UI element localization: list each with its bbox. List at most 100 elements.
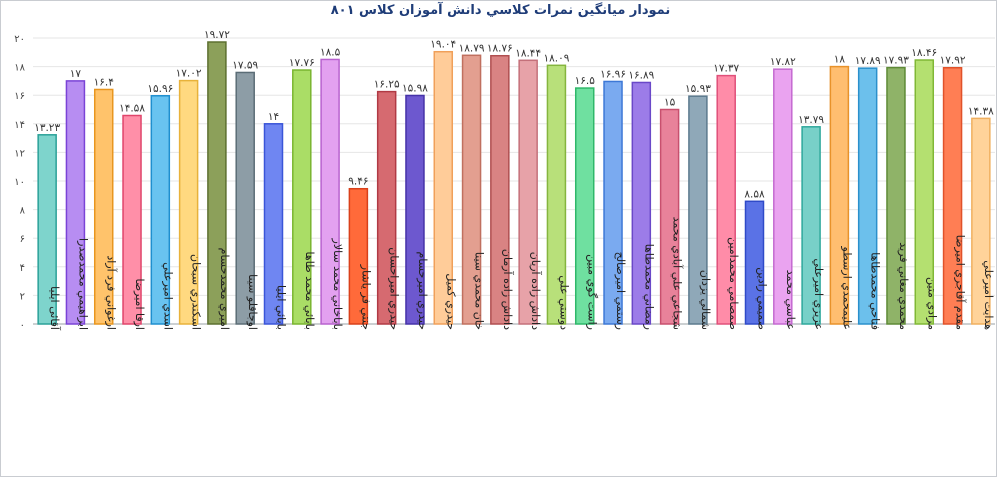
value-label: ۱۸.۵: [320, 46, 341, 58]
bar[interactable]: [207, 41, 227, 325]
value-label: ۱۶.۴: [94, 76, 114, 88]
bar[interactable]: [122, 114, 142, 325]
bar[interactable]: [150, 95, 171, 325]
value-label: ۱۹.۷۲: [204, 29, 230, 41]
y-tick-label: ۶: [20, 234, 25, 245]
category-label: اسکندري سبحان: [190, 254, 203, 330]
bar[interactable]: [348, 187, 369, 325]
bar[interactable]: [320, 58, 340, 325]
category-label: خان محمدي سینا: [473, 252, 486, 330]
bar[interactable]: [942, 66, 963, 325]
value-label: ۱۶.۲۵: [374, 79, 400, 91]
category-label: ابراهیمي محمدصدرا: [76, 238, 89, 330]
value-label: ۱۸.۷۶: [487, 43, 513, 55]
y-tick-label: ۸: [20, 206, 26, 217]
bar[interactable]: [433, 50, 454, 325]
bar[interactable]: [65, 80, 86, 325]
bar[interactable]: [518, 59, 538, 325]
bar[interactable]: [546, 64, 567, 325]
bar[interactable]: [886, 66, 906, 325]
y-axis: ۰ ۲ ۴ ۶ ۸ ۱۰ ۱۲ ۱۴ ۱۶ ۱۸ ۲۰: [14, 34, 25, 331]
category-label: مرادي متین: [925, 277, 938, 330]
bar[interactable]: [659, 108, 680, 325]
bar[interactable]: [971, 117, 991, 325]
value-label: ۱۵.۹۶: [147, 83, 173, 95]
bar[interactable]: [716, 74, 736, 325]
bar[interactable]: [574, 87, 595, 325]
value-label: ۱۸.۷۹: [459, 42, 485, 54]
category-label: جنتي فر یاشار: [359, 264, 372, 330]
y-tick-label: ۱۶: [14, 91, 25, 102]
value-label: ۱۳.۲۳: [34, 122, 60, 134]
bar[interactable]: [178, 79, 199, 325]
bar[interactable]: [93, 88, 114, 325]
category-label: راست گوي مبین: [586, 254, 599, 330]
value-label: ۱۳.۷۹: [798, 114, 824, 126]
category-label: حیدري کمیل: [444, 273, 457, 330]
bar[interactable]: [631, 81, 652, 325]
category-label: صمصامي محمدامین: [727, 237, 740, 330]
category-label: عزیزي امیرعلي: [812, 258, 825, 330]
bars: [37, 41, 991, 325]
category-labels: آقائی ایلیا ابراهیمي محمدصدرا ارغواني فرد …: [48, 217, 995, 331]
category-label: حیدري امیراحسان: [388, 247, 401, 330]
category-label: شجاعي علي آبادي محمد: [671, 217, 685, 330]
value-label: ۱۵: [664, 97, 676, 109]
category-label: ارغواني فرد آراد: [105, 255, 119, 330]
category-label: دوستي علي: [557, 275, 570, 330]
category-label: باباخاني محمد سالار: [331, 238, 344, 330]
bar[interactable]: [292, 69, 312, 325]
y-tick-label: ۰: [20, 320, 25, 331]
value-label: ۱۴.۳۸: [968, 105, 994, 117]
value-label: ۱۷.۹۲: [940, 55, 966, 67]
value-label: ۱۴.۵۸: [119, 103, 145, 115]
category-label: علیمحمدي ارسطو: [840, 245, 853, 330]
category-label: آقائی ایلیا: [48, 286, 62, 331]
category-label: هدایت امیرعلي: [982, 260, 995, 330]
bar[interactable]: [461, 54, 482, 325]
bar[interactable]: [829, 65, 850, 325]
value-label: ۱۷.۸۲: [770, 56, 796, 68]
category-label: ارقا امیرضا: [133, 278, 146, 330]
category-label: بابائي محمد طاها: [303, 252, 316, 330]
category-label: فتاحي محمدطاها: [869, 252, 882, 330]
bar[interactable]: [235, 71, 255, 325]
bar[interactable]: [490, 54, 510, 325]
bar[interactable]: [263, 123, 284, 325]
value-label: ۱۶.۹۶: [600, 68, 626, 80]
value-label: ۸.۵۸: [744, 188, 765, 200]
bar[interactable]: [801, 126, 821, 325]
value-label: ۱۸.۴۶: [911, 47, 937, 59]
category-label: رمضاني محمدطاها: [642, 244, 655, 330]
value-label: ۱۷.۰۲: [176, 68, 202, 80]
category-label: صمیمي رادین: [756, 267, 769, 330]
value-label: ۱۷.۷۶: [289, 57, 315, 69]
bar[interactable]: [603, 80, 623, 325]
value-label: ۱۵.۹۸: [402, 82, 428, 94]
bar[interactable]: [857, 67, 878, 325]
value-label: ۱۴: [268, 111, 279, 123]
bar[interactable]: [914, 59, 935, 325]
category-label: حیدري امیرحسام: [416, 252, 429, 330]
category-label: عباسي محمد: [784, 270, 797, 330]
category-label: شمالي یزدان: [699, 270, 712, 330]
bar[interactable]: [744, 200, 765, 325]
bar[interactable]: [688, 95, 708, 325]
category-label: امیري محمدحسام: [218, 248, 231, 330]
bar[interactable]: [405, 94, 425, 325]
value-label: ۱۸.۰۹: [543, 52, 569, 64]
category-label: داداش زاده آرمان: [501, 249, 515, 330]
bar[interactable]: [37, 134, 57, 325]
y-tick-label: ۱۲: [14, 148, 25, 159]
value-label: ۱۷.۳۷: [713, 63, 739, 75]
y-tick-label: ۲۰: [14, 34, 25, 45]
bar[interactable]: [376, 90, 397, 325]
bar[interactable]: [773, 68, 793, 325]
category-label: مقدم آقاجري امیرضا: [954, 235, 968, 330]
y-tick-label: ۱۸: [14, 63, 25, 74]
y-tick-label: ۱۴: [14, 120, 25, 131]
value-label: ۱۶.۸۹: [628, 69, 654, 81]
